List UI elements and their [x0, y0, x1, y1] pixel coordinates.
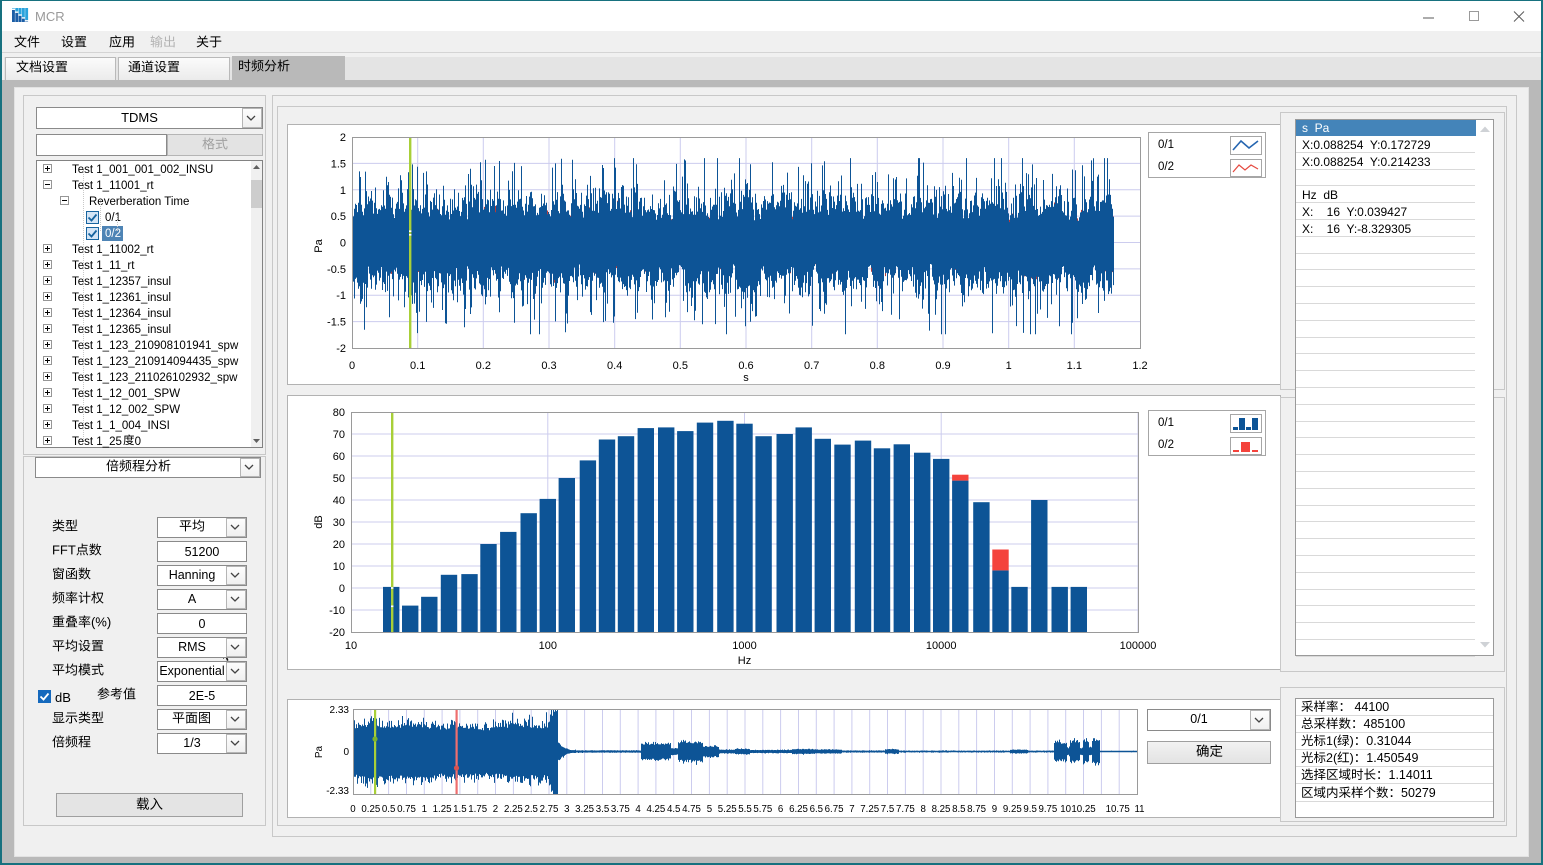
svg-text:7.5: 7.5: [881, 804, 894, 815]
svg-text:2: 2: [493, 804, 498, 815]
svg-text:4.25: 4.25: [646, 804, 665, 815]
svg-text:1: 1: [1006, 360, 1012, 372]
svg-text:Pa: Pa: [313, 238, 325, 252]
svg-text:3.25: 3.25: [575, 804, 594, 815]
svg-text:-20: -20: [329, 627, 345, 639]
svg-text:6: 6: [778, 804, 783, 815]
svg-text:2.25: 2.25: [504, 804, 523, 815]
svg-text:4: 4: [635, 804, 641, 815]
svg-text:-2.33: -2.33: [326, 786, 349, 797]
svg-text:s: s: [743, 372, 749, 384]
svg-text:0.6: 0.6: [738, 360, 753, 372]
svg-text:2.5: 2.5: [524, 804, 537, 815]
svg-text:80: 80: [333, 407, 345, 419]
svg-text:5: 5: [707, 804, 712, 815]
svg-text:7.75: 7.75: [896, 804, 915, 815]
svg-text:70: 70: [333, 429, 345, 441]
svg-text:20: 20: [333, 539, 345, 551]
svg-text:10.75: 10.75: [1106, 804, 1130, 815]
svg-text:5.5: 5.5: [738, 804, 751, 815]
svg-text:40: 40: [333, 495, 345, 507]
svg-text:Hz: Hz: [738, 655, 751, 667]
svg-text:1000: 1000: [732, 640, 756, 652]
svg-text:9.25: 9.25: [1003, 804, 1022, 815]
svg-text:6.25: 6.25: [789, 804, 808, 815]
svg-text:2.33: 2.33: [330, 705, 350, 716]
svg-text:1.2: 1.2: [1132, 360, 1147, 372]
svg-text:9.75: 9.75: [1038, 804, 1057, 815]
svg-text:2.75: 2.75: [540, 804, 559, 815]
svg-text:7: 7: [849, 804, 854, 815]
svg-text:0.7: 0.7: [804, 360, 819, 372]
svg-text:4.5: 4.5: [667, 804, 680, 815]
svg-text:0: 0: [343, 747, 349, 758]
svg-text:0.2: 0.2: [476, 360, 491, 372]
svg-text:1: 1: [422, 804, 427, 815]
svg-text:0.1: 0.1: [410, 360, 425, 372]
svg-text:11: 11: [1134, 804, 1144, 815]
svg-text:0.9: 0.9: [935, 360, 950, 372]
svg-text:1.75: 1.75: [468, 804, 487, 815]
svg-text:60: 60: [333, 451, 345, 463]
svg-text:0.4: 0.4: [607, 360, 622, 372]
svg-text:3: 3: [564, 804, 569, 815]
svg-text:0.8: 0.8: [870, 360, 885, 372]
svg-text:8.25: 8.25: [932, 804, 951, 815]
svg-text:1.5: 1.5: [331, 158, 346, 170]
svg-text:0.75: 0.75: [397, 804, 416, 815]
svg-text:1.25: 1.25: [433, 804, 452, 815]
svg-text:-2: -2: [336, 343, 346, 355]
svg-text:8.5: 8.5: [952, 804, 965, 815]
svg-text:100: 100: [539, 640, 557, 652]
svg-text:3.5: 3.5: [596, 804, 609, 815]
svg-text:10: 10: [345, 640, 357, 652]
svg-text:-1: -1: [336, 290, 346, 302]
svg-text:1: 1: [340, 185, 346, 197]
svg-text:dB: dB: [313, 515, 325, 528]
svg-text:30: 30: [333, 517, 345, 529]
svg-text:0.5: 0.5: [673, 360, 688, 372]
svg-text:0.5: 0.5: [331, 211, 346, 223]
svg-text:9: 9: [992, 804, 997, 815]
svg-text:8: 8: [921, 804, 926, 815]
svg-text:100000: 100000: [1120, 640, 1157, 652]
svg-text:-0.5: -0.5: [327, 264, 346, 276]
svg-text:10: 10: [1060, 804, 1071, 815]
svg-text:3.75: 3.75: [611, 804, 630, 815]
svg-text:1.5: 1.5: [453, 804, 466, 815]
svg-text:2: 2: [340, 132, 346, 144]
svg-text:0: 0: [339, 583, 345, 595]
svg-text:10.25: 10.25: [1071, 804, 1095, 815]
svg-text:9.5: 9.5: [1023, 804, 1036, 815]
svg-text:-1.5: -1.5: [327, 317, 346, 329]
svg-text:0.3: 0.3: [541, 360, 556, 372]
svg-text:1.1: 1.1: [1067, 360, 1082, 372]
svg-text:0: 0: [340, 238, 346, 250]
svg-text:0: 0: [350, 804, 356, 815]
svg-text:0.5: 0.5: [382, 804, 395, 815]
svg-text:4.75: 4.75: [682, 804, 701, 815]
svg-text:8.75: 8.75: [967, 804, 986, 815]
svg-text:10000: 10000: [926, 640, 957, 652]
svg-text:10: 10: [333, 561, 345, 573]
svg-text:50: 50: [333, 473, 345, 485]
svg-text:Pa: Pa: [314, 745, 325, 758]
svg-text:0: 0: [349, 360, 355, 372]
svg-text:0.25: 0.25: [361, 804, 380, 815]
svg-text:-10: -10: [329, 605, 345, 617]
svg-text:7.25: 7.25: [860, 804, 879, 815]
svg-text:6.75: 6.75: [825, 804, 844, 815]
svg-text:5.75: 5.75: [753, 804, 772, 815]
svg-text:6.5: 6.5: [810, 804, 823, 815]
svg-text:5.25: 5.25: [718, 804, 737, 815]
